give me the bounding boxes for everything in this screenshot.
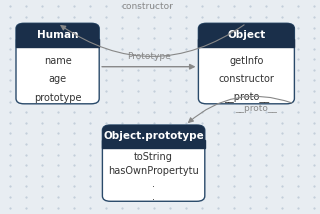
Bar (16, 39, 99, 48)
Text: __proto__: __proto__ (235, 104, 277, 113)
Text: name: name (44, 56, 71, 65)
Text: hasOwnPropertytu: hasOwnPropertytu (108, 166, 199, 175)
FancyArrowPatch shape (61, 25, 244, 56)
Text: .: . (152, 192, 155, 202)
Text: __proto__: __proto__ (224, 93, 269, 103)
Text: Human: Human (37, 30, 78, 40)
FancyBboxPatch shape (198, 23, 294, 104)
Text: age: age (49, 74, 67, 84)
Bar (198, 39, 294, 48)
Text: toString: toString (134, 152, 173, 162)
Text: constructor: constructor (219, 74, 274, 84)
Text: constructor: constructor (121, 2, 173, 11)
FancyBboxPatch shape (16, 23, 99, 48)
FancyArrowPatch shape (188, 96, 292, 122)
Text: .: . (152, 179, 155, 189)
FancyBboxPatch shape (102, 125, 205, 201)
Text: prototype: prototype (34, 93, 81, 103)
Text: Object: Object (227, 30, 266, 40)
Text: Object.prototype: Object.prototype (103, 131, 204, 141)
Text: getInfo: getInfo (229, 56, 264, 65)
Text: Prototype: Prototype (127, 52, 171, 61)
FancyBboxPatch shape (102, 125, 205, 148)
FancyBboxPatch shape (198, 23, 294, 48)
FancyBboxPatch shape (16, 23, 99, 104)
Bar (102, 140, 205, 148)
